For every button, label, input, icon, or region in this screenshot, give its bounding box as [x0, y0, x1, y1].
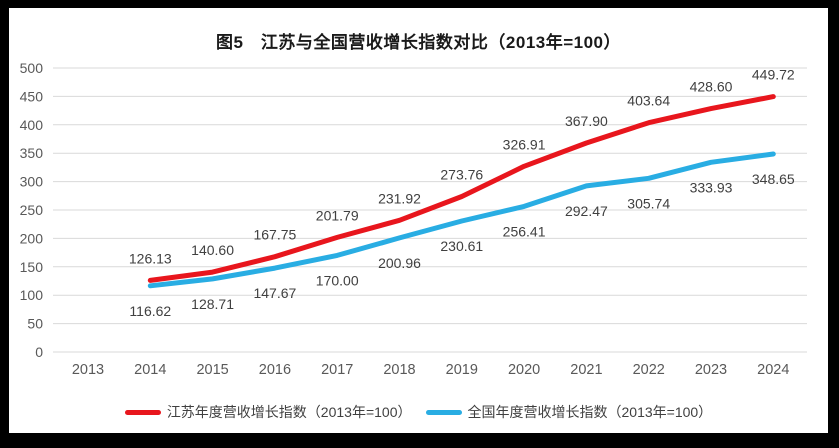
x-tick-label: 2023 [695, 362, 727, 378]
y-tick-label: 500 [20, 60, 44, 76]
y-tick-label: 400 [20, 117, 44, 133]
data-label: 231.92 [378, 190, 421, 206]
x-tick-label: 2019 [446, 362, 478, 378]
data-label: 200.96 [378, 255, 421, 271]
y-tick-label: 100 [20, 287, 44, 303]
data-label: 167.75 [253, 227, 296, 243]
y-tick-label: 150 [20, 259, 44, 275]
data-label: 305.74 [627, 195, 670, 211]
x-tick-label: 2022 [633, 362, 665, 378]
data-label: 126.13 [129, 250, 172, 266]
national-series-line-swatch [425, 409, 462, 415]
data-label: 170.00 [316, 272, 359, 288]
data-label: 230.61 [440, 238, 483, 254]
data-label: 147.67 [253, 285, 296, 301]
jiangsu-series-line-swatch [124, 409, 161, 415]
data-label: 449.72 [752, 67, 795, 83]
data-label: 140.60 [191, 242, 234, 258]
data-label: 326.91 [503, 136, 546, 152]
y-tick-label: 350 [20, 145, 44, 161]
x-tick-label: 2020 [508, 362, 540, 378]
x-tick-label: 2018 [383, 362, 415, 378]
data-label: 116.62 [129, 303, 171, 319]
legend-label-jiangsu: 江苏年度营收增长指数（2013年=100） [166, 404, 412, 420]
data-label: 201.79 [316, 207, 359, 223]
line-chart: 0 50 100 150 200 250 300 350 400 450 500 2013 2014 20… [20, 60, 807, 378]
x-tick-label: 2015 [196, 362, 228, 378]
y-tick-label: 450 [20, 88, 44, 104]
data-label: 128.71 [191, 296, 234, 312]
legend-label-national: 全国年度营收增长指数（2013年=100） [467, 404, 713, 420]
legend: 江苏年度营收增长指数（2013年=100） 全国年度营收增长指数（2013年=1… [9, 402, 828, 422]
data-label: 333.93 [690, 179, 733, 195]
y-tick-label: 50 [27, 316, 43, 332]
x-tick-label: 2021 [570, 362, 602, 378]
y-tick-label: 0 [35, 344, 43, 360]
chart-canvas: 图5 江苏与全国营收增长指数对比（2013年=100） 0 50 100 150 200… [9, 8, 828, 433]
data-label: 348.65 [752, 171, 795, 187]
data-label: 273.76 [440, 167, 483, 183]
y-tick-label: 250 [20, 202, 44, 218]
data-label: 292.47 [565, 203, 608, 219]
x-tick-label: 2016 [259, 362, 291, 378]
x-tick-label: 2014 [134, 362, 166, 378]
x-tick-label: 2024 [757, 362, 789, 378]
legend-item-national: 全国年度营收增长指数（2013年=100） [425, 402, 713, 422]
series-line-national [147, 151, 776, 289]
data-label: 256.41 [503, 223, 546, 239]
series-line-jiangsu [147, 94, 776, 283]
data-label: 428.60 [690, 79, 733, 95]
data-label: 367.90 [565, 113, 608, 129]
x-tick-label: 2017 [321, 362, 353, 378]
x-tick-label: 2013 [72, 362, 104, 378]
data-label: 403.64 [627, 93, 670, 109]
chart-title: 图5 江苏与全国营收增长指数对比（2013年=100） [215, 33, 622, 52]
y-tick-label: 200 [20, 230, 44, 246]
legend-item-jiangsu: 江苏年度营收增长指数（2013年=100） [124, 402, 412, 422]
y-tick-label: 300 [20, 174, 44, 190]
